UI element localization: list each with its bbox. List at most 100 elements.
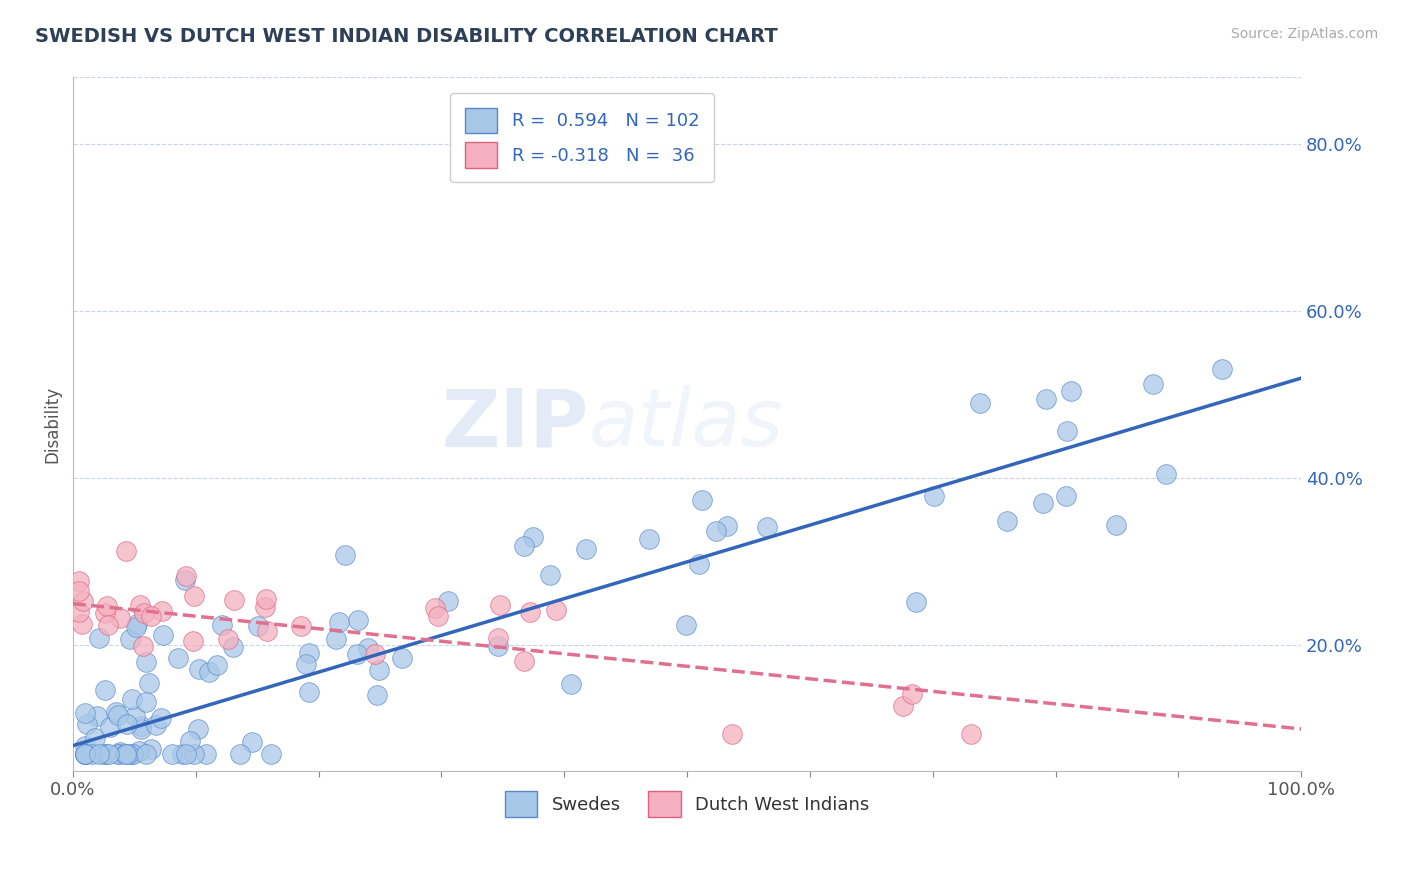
Point xyxy=(1142,376,1164,391)
Point xyxy=(716,519,738,533)
Point xyxy=(426,609,449,624)
Point xyxy=(437,594,460,608)
Point xyxy=(1104,517,1126,532)
Point xyxy=(995,514,1018,528)
Point xyxy=(128,744,150,758)
Point xyxy=(107,747,129,761)
Point xyxy=(675,618,697,632)
Point xyxy=(173,573,195,587)
Point xyxy=(96,747,118,761)
Point xyxy=(93,747,115,761)
Point xyxy=(152,628,174,642)
Point xyxy=(107,708,129,723)
Point xyxy=(179,733,201,747)
Point xyxy=(122,747,145,761)
Point xyxy=(67,584,90,599)
Point xyxy=(187,723,209,737)
Point xyxy=(132,606,155,620)
Point xyxy=(125,617,148,632)
Y-axis label: Disability: Disability xyxy=(44,385,60,463)
Point xyxy=(87,631,110,645)
Point xyxy=(141,608,163,623)
Point xyxy=(575,542,598,557)
Point xyxy=(86,708,108,723)
Point xyxy=(183,747,205,761)
Point xyxy=(67,605,90,619)
Point xyxy=(240,734,263,748)
Point xyxy=(1056,424,1078,438)
Point xyxy=(217,632,239,646)
Point xyxy=(89,747,111,761)
Point xyxy=(1054,489,1077,503)
Text: SWEDISH VS DUTCH WEST INDIAN DISABILITY CORRELATION CHART: SWEDISH VS DUTCH WEST INDIAN DISABILITY … xyxy=(35,27,778,45)
Point xyxy=(129,722,152,736)
Point xyxy=(346,647,368,661)
Point xyxy=(690,493,713,508)
Point xyxy=(347,613,370,627)
Point xyxy=(174,747,197,761)
Point xyxy=(84,731,107,745)
Point xyxy=(170,747,193,761)
Point xyxy=(160,747,183,761)
Point xyxy=(124,709,146,723)
Point xyxy=(138,676,160,690)
Point xyxy=(538,568,561,582)
Point xyxy=(135,695,157,709)
Text: atlas: atlas xyxy=(589,385,783,463)
Point xyxy=(67,574,90,589)
Point xyxy=(96,599,118,614)
Point xyxy=(229,747,252,761)
Point xyxy=(367,663,389,677)
Point xyxy=(335,549,357,563)
Point xyxy=(247,619,270,633)
Point xyxy=(512,654,534,668)
Point xyxy=(129,719,152,733)
Point xyxy=(188,662,211,676)
Point xyxy=(513,539,536,553)
Point xyxy=(97,617,120,632)
Point xyxy=(75,747,97,761)
Point xyxy=(82,747,104,761)
Point xyxy=(75,747,97,761)
Point xyxy=(922,489,945,503)
Point xyxy=(325,632,347,646)
Point xyxy=(560,677,582,691)
Point xyxy=(135,655,157,669)
Point xyxy=(114,544,136,558)
Point xyxy=(260,747,283,761)
Point xyxy=(519,605,541,619)
Point xyxy=(254,592,277,607)
Point xyxy=(891,698,914,713)
Point xyxy=(1211,362,1233,376)
Point xyxy=(298,646,321,660)
Point xyxy=(294,657,316,671)
Point xyxy=(72,594,94,608)
Legend: Swedes, Dutch West Indians: Swedes, Dutch West Indians xyxy=(498,784,876,824)
Point xyxy=(129,598,152,612)
Point xyxy=(704,524,727,538)
Point xyxy=(253,600,276,615)
Point xyxy=(75,747,97,761)
Point xyxy=(901,687,924,701)
Point xyxy=(194,747,217,761)
Point xyxy=(183,633,205,648)
Point xyxy=(121,692,143,706)
Point xyxy=(391,651,413,665)
Point xyxy=(328,615,350,629)
Point xyxy=(114,747,136,761)
Point xyxy=(98,747,121,761)
Text: ZIP: ZIP xyxy=(441,385,589,463)
Text: Source: ZipAtlas.com: Source: ZipAtlas.com xyxy=(1230,27,1378,41)
Point xyxy=(211,618,233,632)
Point xyxy=(150,604,173,618)
Point xyxy=(222,640,245,654)
Point xyxy=(290,619,312,633)
Point xyxy=(76,717,98,731)
Point xyxy=(70,617,93,632)
Point xyxy=(94,607,117,621)
Point xyxy=(224,593,246,607)
Point xyxy=(522,530,544,544)
Point xyxy=(364,647,387,661)
Point xyxy=(638,532,661,546)
Point xyxy=(969,396,991,410)
